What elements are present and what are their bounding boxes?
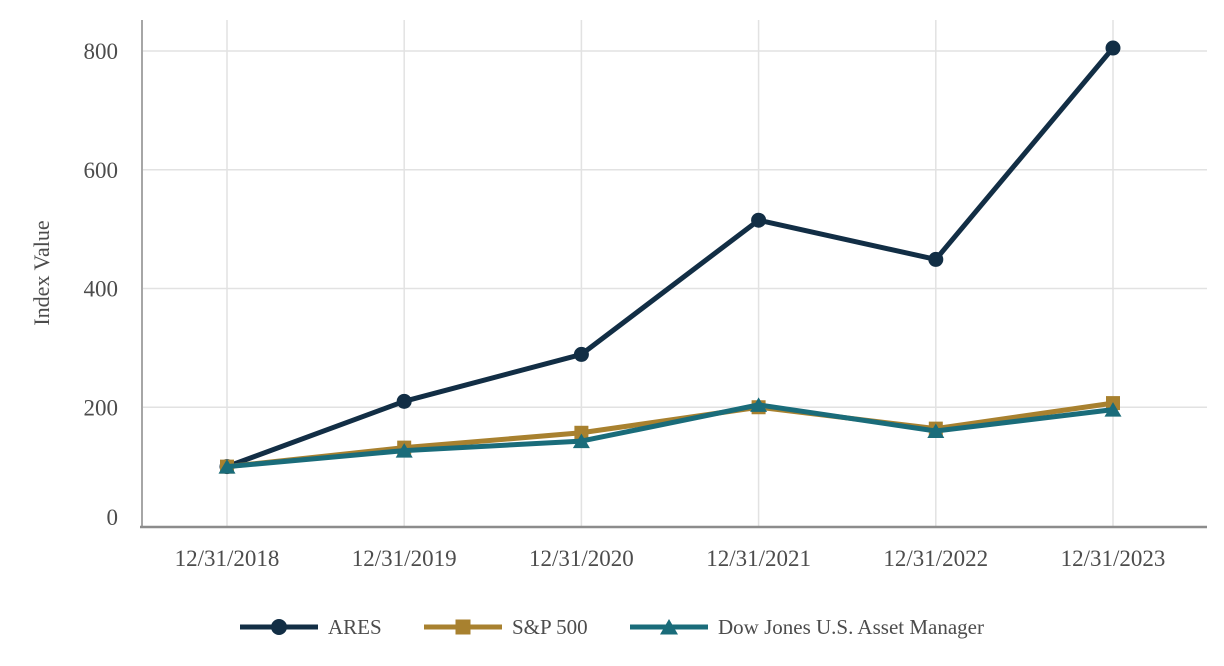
x-tick-label-3: 12/31/2021 [706, 546, 811, 571]
legend-item-sp500: S&P 500 [424, 615, 588, 639]
ares-marker-4 [928, 251, 944, 267]
dowjones-marker-0 [218, 459, 236, 474]
x-tick-label-5: 12/31/2023 [1061, 546, 1166, 571]
ares-marker-1 [396, 393, 412, 409]
ares-legend-label: ARES [328, 615, 382, 639]
legend-item-dowjones: Dow Jones U.S. Asset Manager [630, 615, 984, 639]
ares-series-line [226, 46, 1115, 469]
ares-marker-5 [1105, 40, 1121, 56]
sp500-marker-2 [574, 425, 589, 440]
x-tick-label-4: 12/31/2022 [883, 546, 988, 571]
y-tick-label-600: 600 [84, 158, 119, 183]
dowjones-legend-label: Dow Jones U.S. Asset Manager [718, 615, 984, 639]
y-tick-label-400: 400 [84, 277, 119, 302]
x-tick-label-1: 12/31/2019 [352, 546, 457, 571]
dowjones-marker-1 [395, 443, 413, 458]
sp500-legend-label: S&P 500 [512, 615, 588, 639]
dowjones-marker-5 [1104, 402, 1122, 417]
y-tick-label-200: 200 [84, 395, 119, 420]
legend-item-ares: ARES [240, 615, 382, 639]
y-tick-label-0: 0 [107, 505, 119, 530]
ares-legend-marker-icon [271, 619, 287, 635]
dowjones-marker-2 [572, 433, 590, 449]
ares-marker-3 [751, 212, 767, 228]
dowjones-series-line [226, 402, 1114, 470]
dowjones-marker-4 [927, 423, 945, 438]
dowjones-marker-3 [750, 397, 768, 412]
x-tick-label-2: 12/31/2020 [529, 546, 634, 571]
sp500-legend-marker-icon [455, 619, 471, 635]
dowjones-legend-marker-icon [660, 619, 678, 635]
y-tick-label-800: 800 [84, 39, 119, 64]
y-axis-title: Index Value [29, 220, 54, 326]
x-tick-label-0: 12/31/2018 [175, 546, 280, 571]
ares-marker-2 [573, 346, 589, 362]
